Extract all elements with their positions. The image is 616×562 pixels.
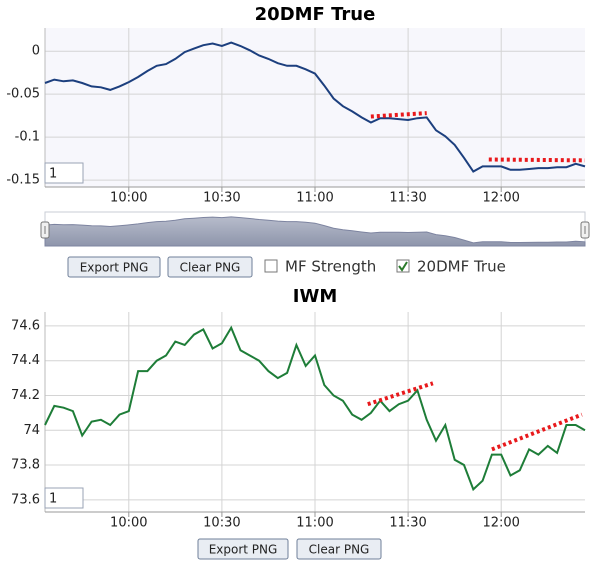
y-tick-label: 73.8 <box>11 458 40 473</box>
button-label[interactable]: Clear PNG <box>180 261 241 275</box>
x-tick-label: 10:00 <box>110 191 147 206</box>
zoom-input-value[interactable]: 1 <box>49 492 57 507</box>
button[interactable] <box>167 256 253 278</box>
zoom-input[interactable] <box>44 162 84 184</box>
navigator-area <box>44 216 586 247</box>
checkbox[interactable] <box>264 259 278 273</box>
trend-line <box>491 412 583 452</box>
x-tick-label: 11:00 <box>296 516 333 531</box>
y-tick-label: 74 <box>23 423 40 438</box>
button-label[interactable]: Clear PNG <box>309 543 370 557</box>
trend-line <box>488 157 586 163</box>
x-tick-label: 11:30 <box>389 516 426 531</box>
button-label[interactable]: Export PNG <box>209 543 278 557</box>
y-tick-label: 74.6 <box>11 318 40 333</box>
x-tick-label: 10:00 <box>110 516 147 531</box>
x-tick-label: 10:30 <box>203 516 240 531</box>
y-tick-label: -0.05 <box>6 87 40 102</box>
chart-title: 20DMF True <box>255 4 376 25</box>
x-tick-label: 11:00 <box>296 191 333 206</box>
button[interactable] <box>67 256 161 278</box>
x-tick-label: 10:30 <box>203 191 240 206</box>
chart-title: IWM <box>293 286 337 307</box>
y-tick-label: 0 <box>32 44 40 59</box>
x-tick-label: 12:00 <box>482 191 519 206</box>
y-tick-label: -0.1 <box>15 130 40 145</box>
y-tick-label: 73.6 <box>11 492 40 507</box>
checkbox-label[interactable]: 20DMF True <box>417 258 506 276</box>
checkbox-check <box>398 261 408 272</box>
button[interactable] <box>197 538 289 560</box>
series-line <box>44 41 586 173</box>
x-tick-label: 12:00 <box>482 516 519 531</box>
x-tick-label: 11:30 <box>389 191 426 206</box>
y-tick-label: 74.2 <box>11 388 40 403</box>
button-label[interactable]: Export PNG <box>80 261 149 275</box>
zoom-input[interactable] <box>44 487 84 509</box>
y-tick-label: -0.15 <box>6 173 40 188</box>
checkbox-label[interactable]: MF Strength <box>285 258 376 276</box>
button[interactable] <box>296 538 382 560</box>
zoom-input-value[interactable]: 1 <box>49 167 57 182</box>
y-tick-label: 74.4 <box>11 353 40 368</box>
series-line <box>44 325 586 492</box>
